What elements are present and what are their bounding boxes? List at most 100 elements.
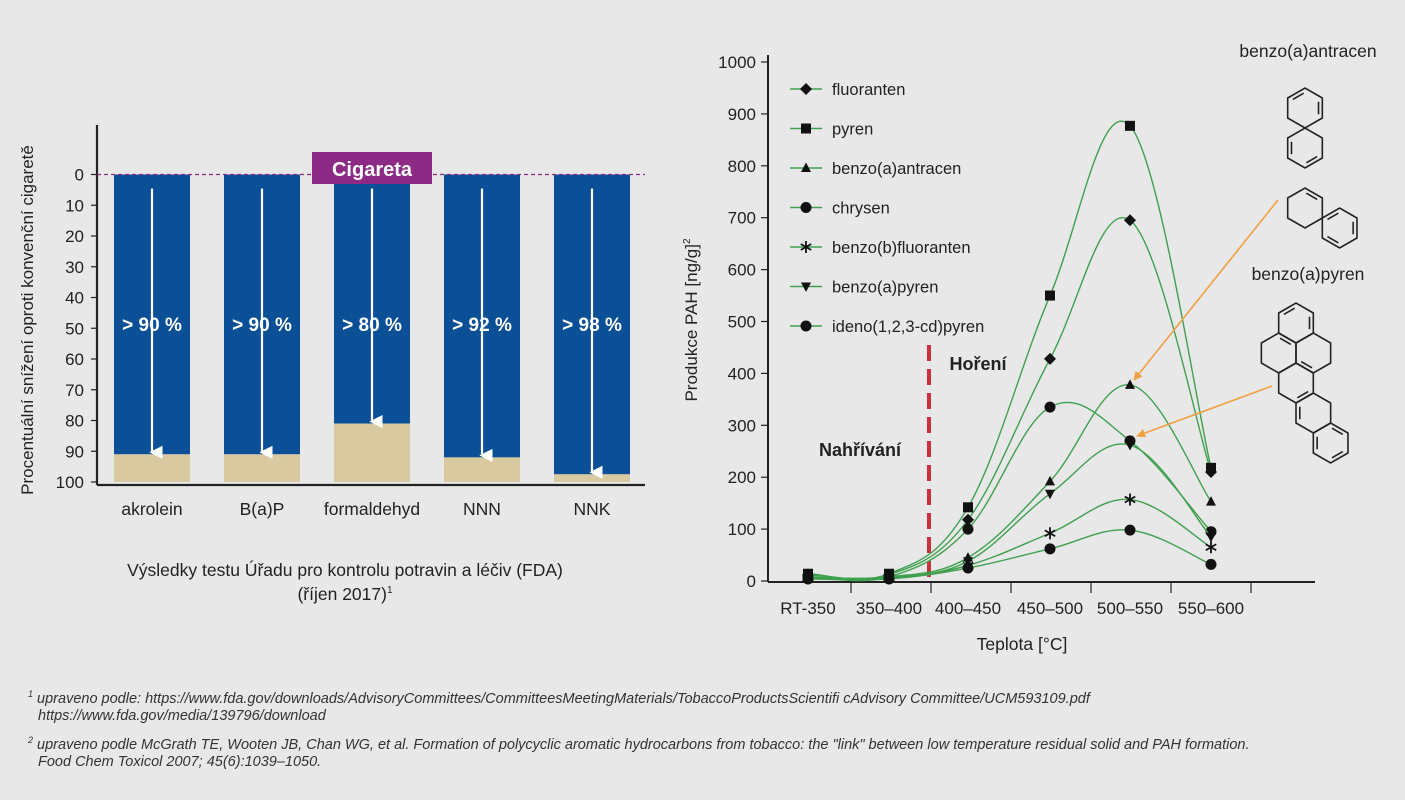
footnote-1: 1 upraveno podle: https://www.fda.gov/do…	[28, 689, 1090, 707]
series-marker-2	[1125, 379, 1135, 389]
series-marker-6	[1044, 543, 1056, 555]
bar-category-label: NNK	[574, 499, 611, 519]
line-chart: 0 100 200 300 400 500 600 700 800 900 1000 RT-350 3…	[682, 41, 1377, 654]
bar-remainder-4	[554, 474, 630, 482]
series-line-3	[807, 401, 1212, 582]
line-x-tick-label: 400–450	[935, 599, 1001, 618]
legend-entry-label: fluoranten	[832, 81, 905, 99]
series-line-2	[807, 384, 1212, 580]
series-marker-5	[1045, 489, 1055, 500]
bar-y-axis-title: Procentuální snížení oproti konvenční ci…	[18, 145, 37, 495]
line-y-axis-title: Produkce PAH [ng/g]2	[682, 238, 701, 402]
line-y-tick-label: 700	[728, 209, 756, 228]
bar-y-tick-label: 100	[56, 473, 84, 492]
legend-marker-1	[801, 123, 811, 134]
line-y-tick-label: 900	[728, 105, 756, 124]
series-marker-5	[1125, 441, 1135, 451]
benzo-a-antracen-structure-icon	[1286, 87, 1358, 249]
legend-entry-label: benzo(a)antracen	[832, 160, 961, 178]
series-marker-0	[1044, 352, 1056, 365]
bar-category-label: NNN	[463, 499, 501, 519]
legend-entry-label: ideno(1,2,3-cd)pyren	[832, 318, 984, 336]
bar-category-label: B(a)P	[240, 499, 285, 519]
bar-y-tick-label: 50	[65, 319, 84, 338]
line-x-tick-label: 450–500	[1017, 599, 1083, 618]
legend: fluoranten pyren benzo(a)antracen chrysen be…	[790, 81, 984, 336]
legend-entry-label: benzo(b)fluoranten	[832, 239, 971, 257]
line-x-tick-label: RT-350	[780, 599, 835, 618]
series-marker-3	[962, 523, 974, 535]
reduction-label-2: > 80 %	[342, 315, 402, 336]
bar-chart: > 90 % > 90 % > 80 % > 92 % > 98 % 0 10 20 30 40…	[18, 125, 645, 604]
line-x-tick-label: 350–400	[856, 599, 922, 618]
bar-x-caption: Výsledky testu Úřadu pro kontrolu potrav…	[127, 559, 563, 580]
bar-y-tick-label: 40	[65, 289, 84, 308]
structure-label-benzo-a-antracen: benzo(a)antracen	[1239, 41, 1376, 61]
reduction-label-4: > 98 %	[562, 315, 622, 336]
bar-remainder-2	[334, 423, 410, 482]
series-marker-2	[1045, 475, 1055, 486]
bar-x-labels: akrolein B(a)P formaldehyd NNN NNK	[121, 499, 610, 519]
bar-category-label: akrolein	[121, 499, 182, 519]
series-marker-6	[883, 573, 895, 585]
legend-entry-label: pyren	[832, 121, 873, 139]
bar-y-tick-label: 30	[65, 258, 84, 277]
legend-marker-6	[800, 320, 812, 332]
line-y-tick-label: 100	[728, 520, 756, 539]
series-marker-1	[1045, 290, 1055, 301]
bar-x-caption-line2: (říjen 2017)1	[297, 584, 393, 604]
bar-y-tick-label: 80	[65, 412, 84, 431]
series-marker-3	[1044, 401, 1056, 413]
bar-y-tick-label: 60	[65, 350, 84, 369]
legend-entry-label: chrysen	[832, 200, 890, 218]
line-y-tick-label: 0	[747, 572, 756, 591]
phase-label-burning: Hoření	[949, 354, 1007, 374]
bar-y-tick-label: 10	[65, 196, 84, 215]
line-y-tick-label: 800	[728, 157, 756, 176]
legend-marker-3	[800, 202, 812, 213]
bar-y-tick-label: 90	[65, 442, 84, 461]
legend-marker-0	[800, 83, 812, 95]
legend-marker-2	[801, 162, 811, 172]
bar-remainder-0	[114, 454, 190, 482]
bar-y-tick-label: 70	[65, 381, 84, 400]
pointer-arrow-benzo-a-pyren	[1136, 385, 1273, 438]
bar-y-tick-label: 0	[75, 166, 84, 185]
series-marker-5	[963, 557, 973, 567]
series-marker-6	[802, 573, 814, 585]
line-x-ticks: RT-350 350–400 400–450 450–500 500–550 550–60…	[780, 582, 1252, 618]
series-marker-6	[962, 562, 974, 574]
reference-badge	[312, 152, 432, 184]
footnote-1-cont: https://www.fda.gov/media/139796/downloa…	[38, 708, 326, 724]
line-y-tick-label: 500	[728, 313, 756, 332]
series-marker-4	[1124, 493, 1136, 506]
series-marker-4	[1044, 527, 1056, 540]
line-y-tick-label: 200	[728, 468, 756, 487]
legend-marker-4	[800, 241, 812, 253]
footnote-2: 2 upraveno podle McGrath TE, Wooten JB, …	[28, 735, 1250, 753]
bar-remainder-1	[224, 454, 300, 482]
line-y-tick-label: 600	[728, 261, 756, 280]
reduction-label-0: > 90 %	[122, 315, 182, 336]
footnote-2-cont: Food Chem Toxicol 2007; 45(6):1039–1050.	[38, 754, 322, 770]
bar-y-tick-label: 20	[65, 227, 84, 246]
line-x-tick-label: 500–550	[1097, 599, 1163, 618]
series-marker-1	[1206, 462, 1216, 473]
series-line-1	[807, 120, 1212, 580]
phase-label-heating: Nahřívání	[819, 440, 902, 460]
line-y-tick-label: 1000	[718, 53, 756, 72]
line-series	[802, 120, 1217, 585]
series-marker-1	[1125, 120, 1135, 131]
line-y-tick-label: 400	[728, 364, 756, 383]
benzo-a-pyren-structure-icon	[1260, 302, 1349, 464]
series-marker-0	[962, 513, 974, 526]
structure-label-benzo-a-pyren: benzo(a)pyren	[1252, 264, 1365, 284]
reduction-label-3: > 92 %	[452, 315, 512, 336]
bar-remainder-3	[444, 457, 520, 482]
bar-series: > 90 % > 90 % > 80 % > 92 % > 98 %	[114, 174, 630, 482]
series-marker-2	[1206, 496, 1216, 506]
legend-entry-label: benzo(a)pyren	[832, 279, 938, 297]
footnote-1-text: upraveno podle: https://www.fda.gov/down…	[37, 690, 1090, 707]
reduction-label-1: > 90 %	[232, 315, 292, 336]
